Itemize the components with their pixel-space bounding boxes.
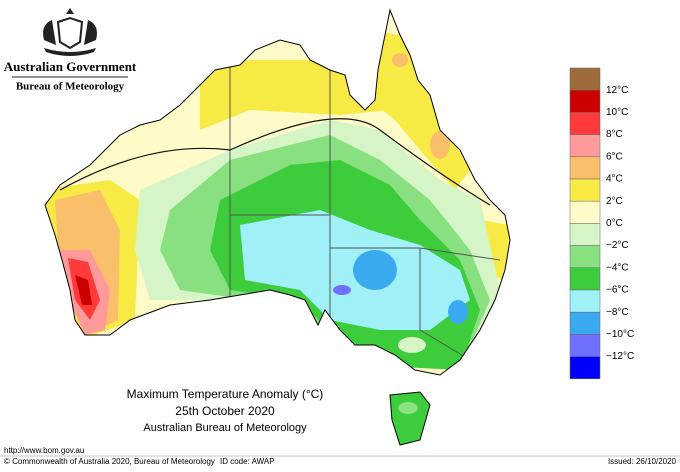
legend-label: −2°C [606,240,629,251]
legend-label: 6°C [606,151,623,162]
legend-swatch [569,67,601,91]
legend-swatch [569,289,601,313]
legend-swatch [569,245,601,269]
legend-label: 12°C [606,85,628,96]
footer-issued: Issued: 26/10/2020 [608,457,677,466]
legend-label: −6°C [606,285,629,296]
legend-swatch [569,200,601,224]
legend-label: −8°C [606,307,629,318]
coat-of-arms [43,8,97,56]
legend-swatch [569,178,601,202]
coastline [44,8,511,446]
map-source: Australian Bureau of Meteorology [143,422,307,434]
legend-label: 8°C [606,129,623,140]
legend-swatch [569,267,601,291]
legend: 12°C 10°C 8°C 6°C 4°C 2°C 0°C −2°C −4°C −6°C −8°C −… [569,67,634,380]
legend-label: −10°C [606,329,634,340]
government-name: Australian Government [4,59,137,74]
legend-swatch [569,356,601,380]
footer-copyright: © Commonwealth of Australia 2020, Bureau… [4,457,215,466]
legend-label: 10°C [606,107,628,118]
legend-swatch [569,311,601,335]
legend-label: 2°C [606,196,623,207]
legend-label: 4°C [606,174,623,185]
legend-label: −12°C [606,351,634,362]
legend-swatch [569,223,601,246]
legend-swatch [569,156,601,180]
legend-swatch [569,134,601,158]
footer-url: http://www.bom.gov.au [4,446,84,455]
legend-label: 0°C [606,218,623,229]
map-date: 25th October 2020 [175,404,275,418]
legend-swatch [569,112,601,135]
bureau-name: Bureau of Meteorology [16,81,125,93]
legend-swatch [569,334,601,357]
legend-label: −4°C [606,262,629,273]
footer-id-code: ID code: AWAP [220,457,275,466]
map-title: Maximum Temperature Anomaly (°C) [127,387,324,401]
legend-swatch [569,89,601,113]
